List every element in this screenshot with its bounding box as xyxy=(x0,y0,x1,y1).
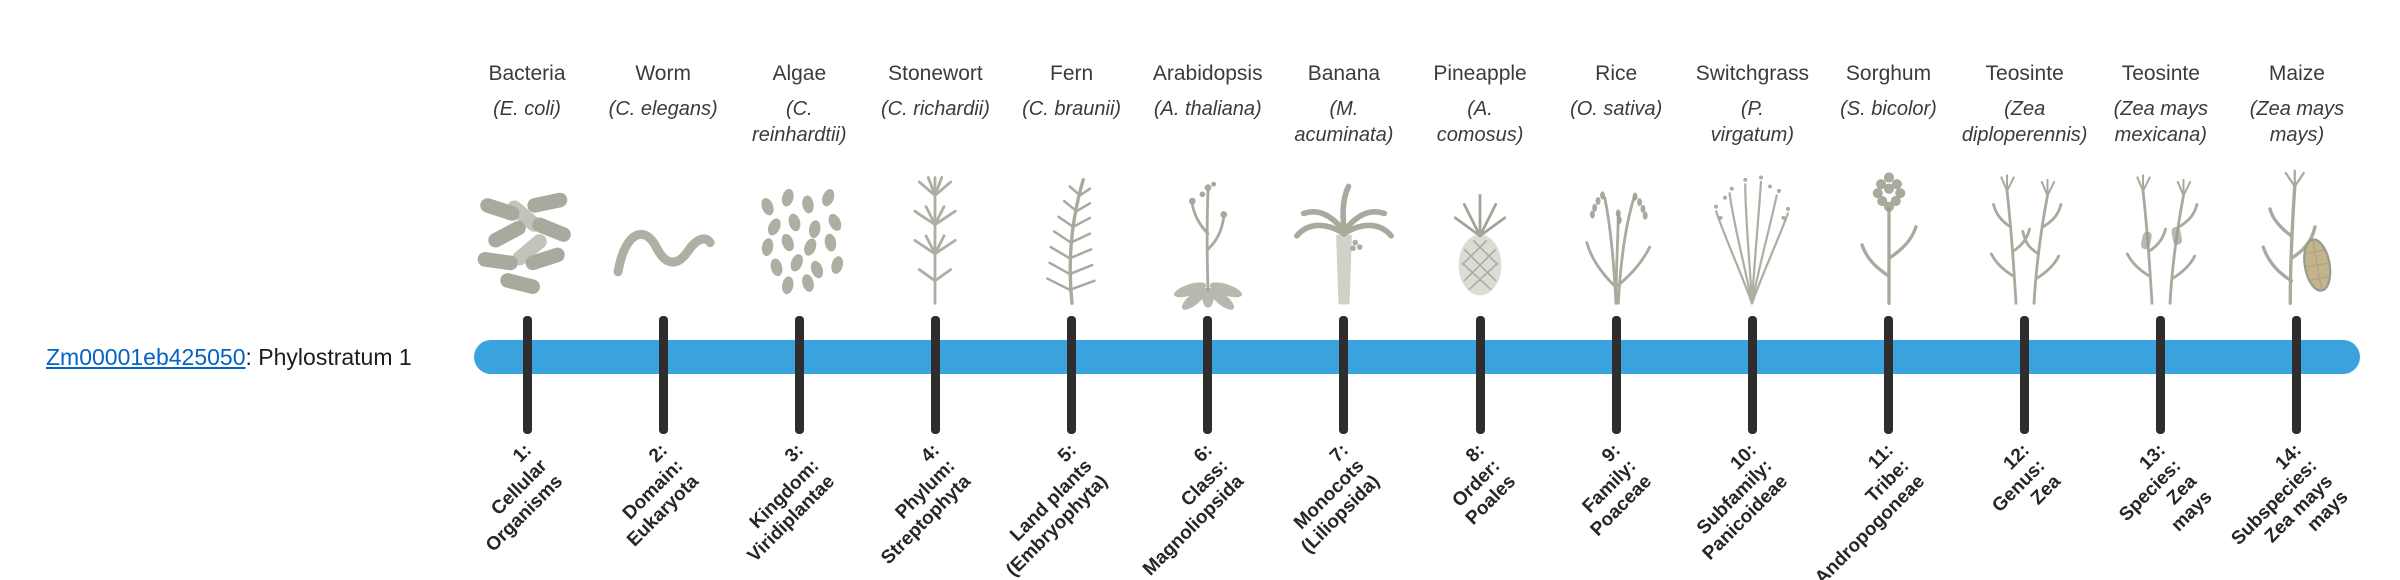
organism-common-name: Switchgrass xyxy=(1695,62,1809,85)
organism-column: Algae (C. reinhardtii) xyxy=(733,60,865,148)
organism-common-name: Maize xyxy=(2268,62,2325,85)
timeline-tick xyxy=(1475,316,1485,434)
organism-scientific-name: (Zea diploperennis) xyxy=(1961,98,2088,146)
arabidopsis-icon xyxy=(1150,164,1266,310)
organism-common-name: Sorghum xyxy=(1845,62,1932,85)
organism-column: Arabidopsis (A. thaliana) xyxy=(1142,60,1274,122)
organism-scientific-name: (Zea mays mays) xyxy=(2249,98,2345,146)
organism-scientific-name: (C. elegans) xyxy=(608,98,718,120)
organism-common-name: Fern xyxy=(1050,62,1094,85)
organism-scientific-name: (A. thaliana) xyxy=(1153,98,1262,120)
maize-icon xyxy=(2239,164,2355,310)
organism-scientific-name: (P. virgatum) xyxy=(1710,98,1795,146)
teosinte-diploperennis-icon xyxy=(1967,164,2083,310)
timeline-tick xyxy=(1611,316,1621,434)
timeline-tick xyxy=(1203,316,1213,434)
organism-scientific-name: (C. richardii) xyxy=(880,98,990,120)
organism-scientific-name: (A. comosus) xyxy=(1436,98,1524,146)
organism-scientific-name: (M. acuminata) xyxy=(1294,98,1394,146)
organism-column: Teosinte (Zea mays mexicana) xyxy=(2095,60,2227,148)
organism-scientific-name: (S. bicolor) xyxy=(1840,98,1937,120)
timeline-tick xyxy=(522,316,532,434)
pineapple-icon xyxy=(1422,164,1538,310)
organism-column: Teosinte (Zea diploperennis) xyxy=(1959,60,2091,148)
timeline-tick xyxy=(2156,316,2166,434)
organism-common-name: Worm xyxy=(635,62,691,85)
teosinte-mexicana-icon xyxy=(2103,164,2219,310)
timeline-tick xyxy=(794,316,804,434)
organism-column: Banana (M. acuminata) xyxy=(1278,60,1410,148)
organism-common-name: Bacteria xyxy=(488,62,566,85)
organism-column: Fern (C. braunii) xyxy=(1006,60,1138,122)
organism-column: Maize (Zea mays mays) xyxy=(2231,60,2363,148)
banana-icon xyxy=(1286,164,1402,310)
timeline-tick xyxy=(658,316,668,434)
stonewort-icon xyxy=(877,164,993,310)
organism-common-name: Rice xyxy=(1595,62,1638,85)
organism-common-name: Teosinte xyxy=(1985,62,2064,85)
organism-scientific-name: (C. braunii) xyxy=(1022,98,1122,120)
switchgrass-icon xyxy=(1694,164,1810,310)
organism-common-name: Banana xyxy=(1307,62,1381,85)
sorghum-icon xyxy=(1831,164,1947,310)
timeline-tick xyxy=(1339,316,1349,434)
timeline-tick xyxy=(1884,316,1893,434)
organism-common-name: Pineapple xyxy=(1433,62,1527,85)
gene-label-suffix: : Phylostratum 1 xyxy=(245,344,412,370)
timeline-tick xyxy=(930,316,940,434)
bacteria-icon xyxy=(469,164,585,310)
organism-column: Worm (C. elegans) xyxy=(597,60,729,122)
organism-scientific-name: (C. reinhardtii) xyxy=(752,98,847,146)
organism-column: Pineapple (A. comosus) xyxy=(1414,60,1546,148)
organism-common-name: Teosinte xyxy=(2121,62,2200,85)
organism-column: Bacteria (E. coli) xyxy=(461,60,593,122)
organism-scientific-name: (O. sativa) xyxy=(1570,98,1663,120)
timeline-bar xyxy=(474,340,2360,374)
organism-column: Switchgrass (P. virgatum) xyxy=(1686,60,1818,148)
timeline-tick xyxy=(2292,316,2302,434)
worm-icon xyxy=(605,164,721,310)
organism-common-name: Algae xyxy=(772,62,827,85)
algae-icon xyxy=(741,164,857,310)
timeline-tick xyxy=(1747,316,1757,434)
organism-column: Stonewort (C. richardii) xyxy=(869,60,1001,122)
timeline-tick xyxy=(1067,316,1077,434)
organism-column: Sorghum (S. bicolor) xyxy=(1823,60,1955,122)
organism-scientific-name: (E. coli) xyxy=(493,98,561,120)
fern-icon xyxy=(1014,164,1130,310)
organism-scientific-name: (Zea mays mexicana) xyxy=(2113,98,2209,146)
gene-label: Zm00001eb425050: Phylostratum 1 xyxy=(46,342,412,372)
gene-id-link[interactable]: Zm00001eb425050 xyxy=(46,344,246,370)
organism-column: Rice (O. sativa) xyxy=(1550,60,1682,122)
rice-icon xyxy=(1558,164,1674,310)
timeline-tick xyxy=(2020,316,2030,434)
organism-common-name: Arabidopsis xyxy=(1152,62,1263,85)
organism-common-name: Stonewort xyxy=(888,62,983,85)
